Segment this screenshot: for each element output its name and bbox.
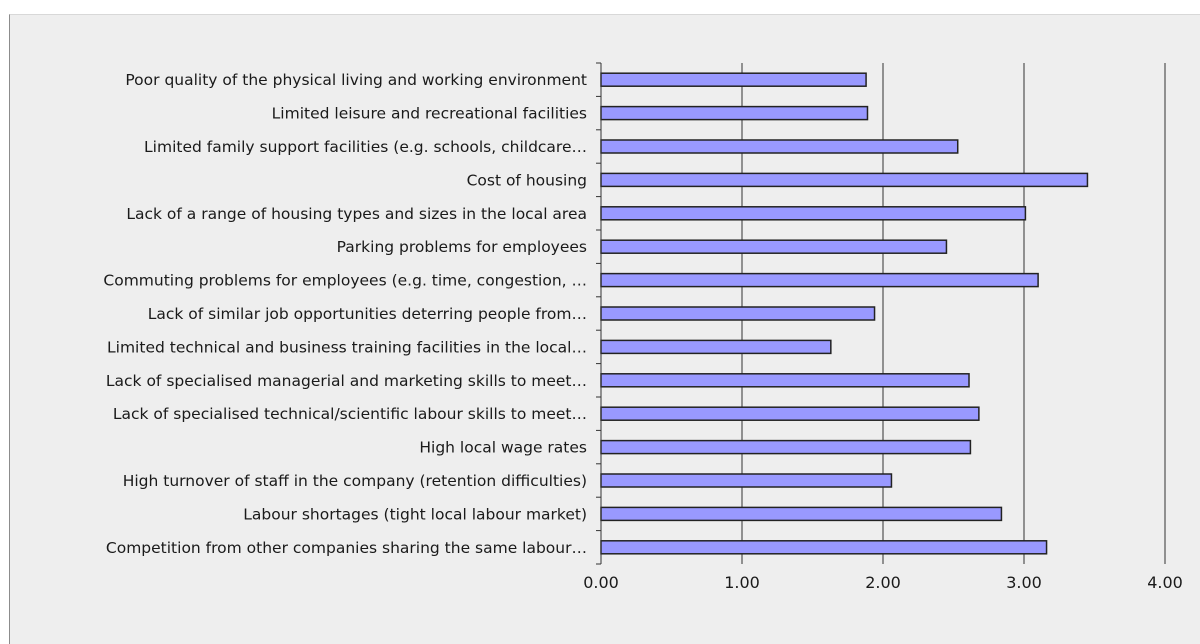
bar [601,374,969,387]
x-tick-label: 3.00 [1006,573,1042,592]
bar [601,207,1025,220]
category-label: Limited technical and business training … [107,338,587,356]
bar [601,107,867,120]
category-label: High turnover of staff in the company (r… [123,472,587,490]
x-tick-label: 4.00 [1147,573,1183,592]
category-label: Limited family support facilities (e.g. … [144,138,587,156]
category-label: High local wage rates [419,439,587,457]
bar [601,541,1047,554]
bar [601,240,946,253]
category-label: Parking problems for employees [337,238,587,256]
bar [601,307,875,320]
category-labels: Poor quality of the physical living and … [103,71,587,557]
category-label: Poor quality of the physical living and … [125,71,587,89]
category-label: Competition from other companies sharing… [106,539,587,557]
bar [601,441,970,454]
bar-chart: 0.00 1.00 2.00 3.00 4.00 Poor quality of the… [10,15,1200,643]
bar [601,340,831,353]
category-label: Limited leisure and recreational facilit… [272,105,587,123]
x-tick-label: 0.00 [583,573,619,592]
chart-panel: 0.00 1.00 2.00 3.00 4.00 Poor quality of the… [9,14,1200,644]
x-tick-label: 1.00 [724,573,760,592]
category-label: Commuting problems for employees (e.g. t… [103,272,587,290]
bar [601,140,958,153]
category-label: Lack of specialised technical/scientific… [113,405,587,423]
x-tick-label: 2.00 [865,573,901,592]
bar [601,73,866,86]
bar [601,507,1001,520]
bar [601,474,891,487]
category-label: Lack of similar job opportunities deterr… [148,305,587,323]
category-label: Lack of a range of housing types and siz… [126,205,587,223]
bars [601,73,1087,554]
category-label: Cost of housing [467,171,587,189]
bar [601,173,1087,186]
bar [601,274,1038,287]
category-label: Lack of specialised managerial and marke… [106,372,587,390]
bar [601,407,979,420]
category-label: Labour shortages (tight local labour mar… [243,505,587,523]
